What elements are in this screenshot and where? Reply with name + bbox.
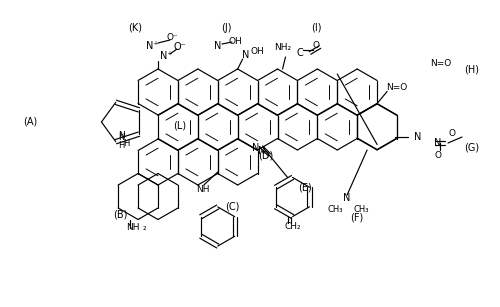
Text: N: N	[242, 50, 250, 60]
Text: O: O	[448, 129, 456, 138]
Text: N: N	[434, 138, 442, 148]
Text: C: C	[296, 48, 304, 58]
Text: (H): (H)	[464, 65, 479, 75]
Text: NH₂: NH₂	[274, 44, 291, 52]
Text: (A): (A)	[23, 117, 37, 127]
Text: (F): (F)	[350, 212, 364, 222]
Text: (G): (G)	[464, 143, 479, 153]
Text: OH: OH	[228, 37, 242, 45]
Text: (E): (E)	[298, 182, 312, 192]
Text: O⁻: O⁻	[166, 33, 178, 42]
Text: N: N	[414, 132, 422, 142]
Text: (B): (B)	[113, 209, 128, 220]
Text: N: N	[258, 146, 266, 156]
Text: N: N	[214, 41, 222, 51]
Text: (D): (D)	[258, 151, 273, 161]
Text: N: N	[118, 134, 124, 142]
Text: (I): (I)	[311, 23, 321, 33]
Text: H: H	[118, 141, 124, 150]
Text: N=O: N=O	[386, 83, 407, 92]
Text: OH: OH	[251, 46, 264, 56]
Text: (C): (C)	[226, 201, 240, 212]
Text: (J): (J)	[221, 23, 231, 33]
Text: H: H	[123, 138, 130, 147]
Text: N: N	[252, 143, 260, 153]
Text: CH₃: CH₃	[354, 204, 369, 213]
Text: ₂: ₂	[142, 223, 146, 232]
Text: N⁺: N⁺	[146, 41, 158, 51]
Text: N=O: N=O	[430, 59, 452, 68]
Text: NH: NH	[126, 223, 140, 232]
Text: O⁻: O⁻	[174, 42, 186, 52]
Text: N: N	[344, 193, 351, 203]
Text: (L): (L)	[174, 120, 186, 130]
Text: N⁺: N⁺	[160, 51, 172, 61]
Text: O: O	[434, 150, 442, 160]
Text: N: N	[118, 131, 124, 141]
Text: (K): (K)	[128, 23, 142, 33]
Text: NH: NH	[196, 185, 209, 193]
Text: O: O	[312, 41, 320, 50]
Text: CH₂: CH₂	[284, 222, 301, 231]
Text: CH₃: CH₃	[328, 204, 343, 213]
